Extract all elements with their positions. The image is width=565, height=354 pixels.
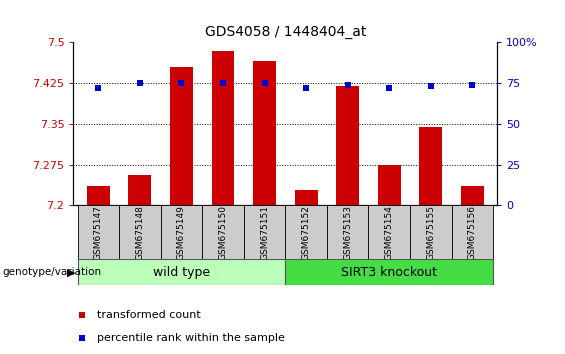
Bar: [211, 51, 234, 205]
Bar: [419, 127, 442, 205]
Bar: [77, 205, 119, 260]
Point: [94, 85, 103, 91]
Text: GSM675151: GSM675151: [260, 205, 269, 260]
Point: [136, 80, 145, 86]
Point: [77, 335, 86, 341]
Bar: [295, 190, 318, 205]
Bar: [461, 186, 484, 205]
Text: GSM675147: GSM675147: [94, 205, 103, 260]
Bar: [244, 205, 285, 260]
Point: [302, 85, 311, 91]
Text: ▶: ▶: [67, 267, 76, 277]
Bar: [368, 205, 410, 260]
Text: genotype/variation: genotype/variation: [3, 267, 102, 277]
Bar: [119, 205, 160, 260]
Text: percentile rank within the sample: percentile rank within the sample: [97, 333, 285, 343]
Text: SIRT3 knockout: SIRT3 knockout: [341, 266, 437, 279]
Point: [260, 80, 269, 86]
Point: [177, 80, 186, 86]
Bar: [128, 176, 151, 205]
Bar: [253, 62, 276, 205]
Point: [219, 80, 228, 86]
Bar: [410, 205, 451, 260]
Title: GDS4058 / 1448404_at: GDS4058 / 1448404_at: [205, 25, 366, 39]
Text: GSM675149: GSM675149: [177, 205, 186, 260]
Text: GSM675154: GSM675154: [385, 205, 394, 260]
Point: [77, 312, 86, 318]
Bar: [77, 259, 285, 285]
Bar: [336, 86, 359, 205]
Text: wild type: wild type: [153, 266, 210, 279]
Bar: [285, 259, 493, 285]
Bar: [170, 67, 193, 205]
Bar: [202, 205, 244, 260]
Bar: [160, 205, 202, 260]
Text: GSM675152: GSM675152: [302, 205, 311, 260]
Text: transformed count: transformed count: [97, 310, 201, 320]
Point: [343, 82, 352, 88]
Point: [385, 85, 394, 91]
Text: GSM675156: GSM675156: [468, 205, 477, 260]
Bar: [451, 205, 493, 260]
Bar: [285, 205, 327, 260]
Bar: [87, 186, 110, 205]
Point: [468, 82, 477, 88]
Text: GSM675155: GSM675155: [426, 205, 435, 260]
Bar: [327, 205, 368, 260]
Text: GSM675150: GSM675150: [219, 205, 228, 260]
Text: GSM675153: GSM675153: [343, 205, 352, 260]
Point: [426, 84, 435, 89]
Text: GSM675148: GSM675148: [136, 205, 145, 260]
Bar: [378, 165, 401, 205]
